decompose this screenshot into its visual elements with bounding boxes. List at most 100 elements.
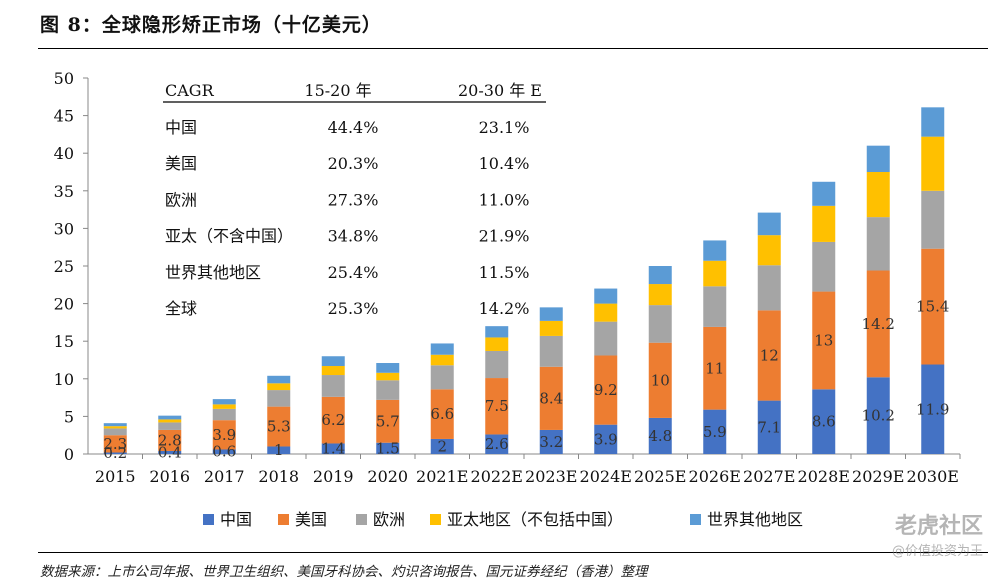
legend-label: 中国 [220, 510, 252, 529]
legend-label: 欧洲 [373, 510, 405, 529]
y-tick-label: 0 [64, 445, 74, 464]
bar-segment [485, 350, 509, 379]
bar-segment [757, 235, 781, 266]
bar-segment [757, 400, 781, 454]
cagr-row-label: 亚太（不含中国） [165, 227, 293, 246]
cagr-table: CAGR 15-20 年 20-30 年 E 中国 44.4% 23.1% 美国 20.3% 1… [163, 81, 546, 318]
bar-segment [158, 415, 182, 420]
bar-segment [648, 417, 672, 454]
data-label-china: 3.2 [539, 433, 563, 451]
x-tick-label: 2024E [580, 467, 632, 486]
x-tick-label: 2017 [204, 467, 245, 486]
cagr-value: 10.4% [479, 154, 530, 173]
x-tick-label: 2023E [525, 467, 577, 486]
cagr-value: 44.4% [328, 118, 379, 137]
bar-segment [158, 422, 182, 430]
bar-segment [921, 107, 945, 137]
y-tick-label: 50 [54, 69, 74, 88]
bar-segment [866, 377, 890, 454]
bar-segment [866, 217, 890, 271]
y-tick-label: 40 [54, 144, 74, 163]
bar-segment [158, 419, 182, 423]
cagr-header: CAGR [165, 81, 215, 100]
data-label-china: 10.2 [862, 407, 895, 425]
bar-segment [812, 205, 836, 242]
data-label-us: 14.2 [862, 315, 895, 333]
bar-segment [757, 212, 781, 236]
bar-segment [703, 326, 727, 410]
bar-segment [430, 389, 454, 439]
data-label-china: 2.6 [485, 435, 509, 453]
legend-swatch [278, 514, 289, 525]
watermark: 老虎社区 [894, 514, 983, 539]
cagr-row-label: 全球 [165, 299, 197, 318]
legend-swatch [356, 514, 367, 525]
bar-segment [321, 396, 345, 444]
bar-segment [485, 326, 509, 338]
x-tick-label: 2018 [258, 467, 299, 486]
x-tick-label: 2029E [852, 467, 904, 486]
cagr-value: 25.4% [328, 263, 379, 282]
y-axis-ticks: 0 5 10 15 20 25 30 35 40 45 50 [54, 69, 88, 464]
bar-segment [812, 181, 836, 206]
bar-segment [648, 342, 672, 418]
data-label-us: 15.4 [916, 298, 949, 316]
bar-segment [267, 375, 291, 384]
source-divider [38, 552, 988, 553]
x-tick-label: 2027E [743, 467, 795, 486]
bar-segment [267, 446, 291, 454]
x-tick-label: 2028E [798, 467, 850, 486]
x-tick-label: 2015 [95, 467, 136, 486]
x-tick-label: 2020 [367, 467, 408, 486]
bar-segment [485, 337, 509, 351]
cagr-value: 27.3% [328, 190, 379, 209]
data-label-china: 11.9 [916, 400, 949, 418]
bar-segment [103, 435, 127, 453]
data-label-us: 11 [705, 359, 724, 377]
bar-segment [212, 404, 236, 409]
bar-segment [103, 452, 127, 454]
bar-segment [539, 366, 563, 430]
bar-segment [866, 270, 890, 378]
cagr-value: 20.3% [328, 154, 379, 173]
bar-segment [321, 443, 345, 454]
bar-segment [430, 438, 454, 454]
data-label-us: 5.3 [267, 418, 291, 436]
data-label-us: 9.2 [594, 381, 618, 399]
bar-segment [376, 380, 400, 400]
bar-segment [158, 450, 182, 454]
bar-segment [103, 426, 127, 429]
x-axis-ticks: 2015 2016 2017 2018 2019 2020 2021E 2022E 2023E 2… [95, 454, 961, 486]
data-label-china: 7.1 [757, 418, 781, 436]
bar-segment [866, 145, 890, 172]
data-label-us: 2.3 [103, 435, 127, 453]
bar-segment [648, 305, 672, 343]
title-divider [38, 48, 988, 49]
bar-segment [594, 288, 618, 304]
chart-bars [103, 107, 945, 454]
cagr-value: 23.1% [479, 118, 530, 137]
data-label-us: 7.5 [485, 397, 509, 415]
bar-segment [703, 260, 727, 287]
cagr-header: 20-30 年 E [458, 81, 542, 100]
data-label-china: 0.2 [103, 444, 127, 462]
bar-segment [212, 399, 236, 405]
bar-segment [267, 406, 291, 447]
bar-segment [267, 383, 291, 391]
data-label-china: 2 [437, 437, 447, 455]
bar-segment [921, 190, 945, 249]
bar-segment [812, 389, 836, 454]
figure-title: 图 8：全球隐形矫正市场（十亿美元） [40, 14, 382, 36]
legend-swatch [430, 514, 441, 525]
bar-segment [594, 321, 618, 356]
cagr-header: 15-20 年 [304, 81, 371, 100]
bar-segment [485, 378, 509, 435]
bar-segment [103, 428, 127, 436]
cagr-value: 11.0% [479, 190, 530, 209]
source-note: 数据来源：上市公司年报、世界卫生组织、美国牙科协会、灼识咨询报告、国元证券经纪（… [40, 564, 648, 580]
bar-segment [812, 241, 836, 292]
data-label-us: 3.9 [212, 426, 236, 444]
cagr-value: 25.3% [328, 299, 379, 318]
data-label-us: 5.7 [376, 412, 400, 430]
data-label-us: 6.6 [430, 405, 454, 423]
